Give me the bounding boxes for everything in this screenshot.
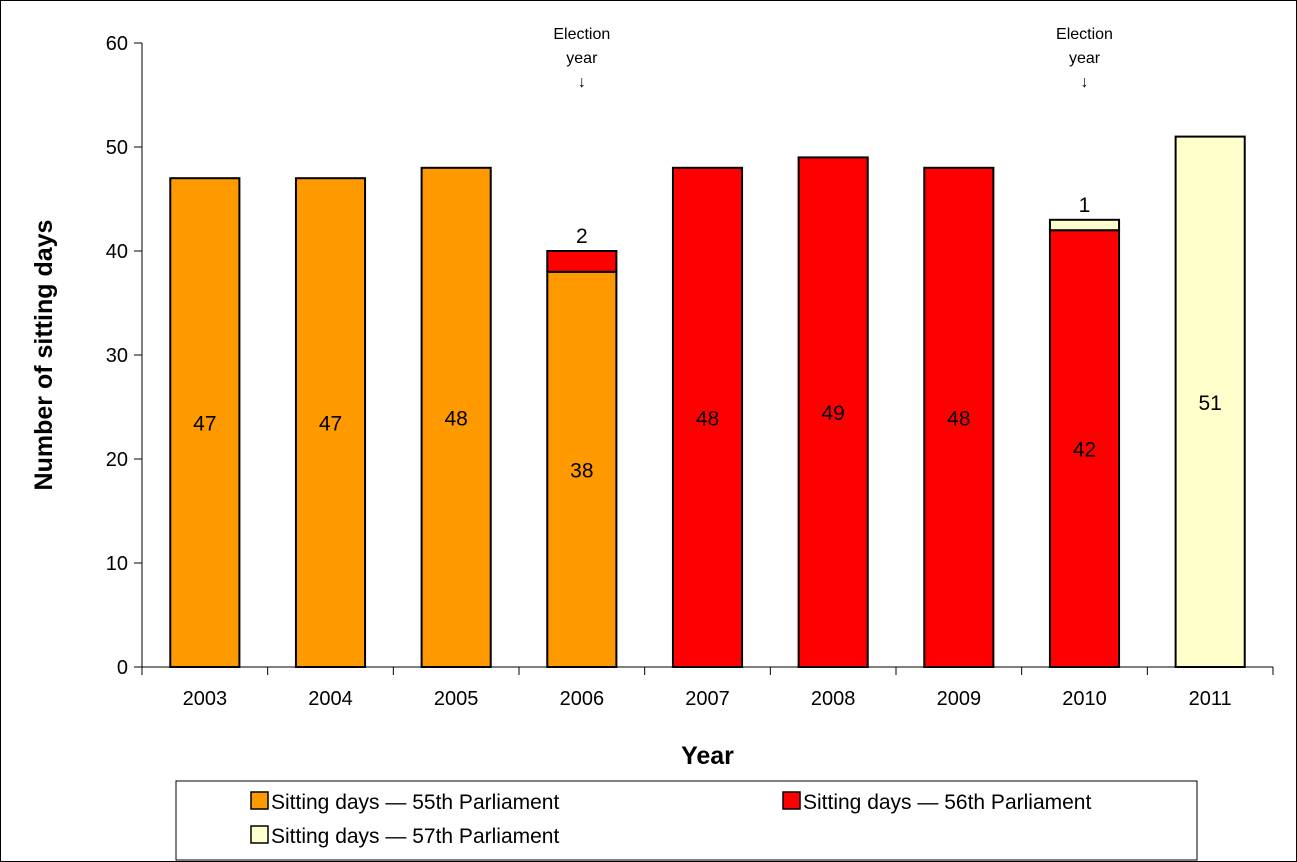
legend-item: Sitting days — 56th Parliament xyxy=(782,791,1091,814)
y-tick-label: 40 xyxy=(106,241,128,263)
annotation-line: ↓ xyxy=(578,74,586,91)
bar-segment xyxy=(797,156,869,668)
legend: Sitting days — 55th Parliament Sitting da… xyxy=(175,780,1198,861)
annotations: Election year ↓ Election year ↓ xyxy=(553,26,1113,91)
data-label: 47 xyxy=(193,413,216,436)
data-label: 47 xyxy=(319,413,342,436)
bar-segment xyxy=(1048,218,1121,232)
y-tick-label: 0 xyxy=(117,657,128,679)
legend-box xyxy=(175,780,1198,861)
y-tick-label: 60 xyxy=(106,33,128,55)
y-tick-label: 10 xyxy=(106,553,128,575)
election-year-annotation: Election year ↓ xyxy=(1056,26,1113,91)
bar-segment xyxy=(294,177,367,668)
axes xyxy=(141,43,1273,668)
x-axis-ticks: 2003 2004 2005 2006 2007 2008 2009 2010 2011 xyxy=(141,667,1274,710)
bar-segment xyxy=(671,166,744,669)
data-label: 49 xyxy=(821,402,844,425)
legend-item: Sitting days — 57th Parliament xyxy=(250,825,559,848)
x-tick-label: 2009 xyxy=(937,688,982,710)
bars: 47 47 48 38 2 48 49 48 42 1 51 xyxy=(169,135,1246,669)
x-tick-label: 2008 xyxy=(811,688,856,710)
bar-segment xyxy=(923,166,995,669)
legend-swatch xyxy=(250,791,269,810)
annotation-line: Election xyxy=(1056,26,1113,43)
data-label: 1 xyxy=(1079,194,1091,217)
bar-segment xyxy=(546,250,618,273)
data-label: 48 xyxy=(444,407,467,430)
legend-swatch xyxy=(250,825,269,844)
x-tick-label: 2003 xyxy=(183,688,228,710)
y-axis-title: Number of sitting days xyxy=(30,220,58,491)
legend-label: Sitting days — 55th Parliament xyxy=(271,791,559,814)
annotation-line: year xyxy=(566,50,598,67)
y-tick-label: 20 xyxy=(106,449,128,471)
x-tick-label: 2010 xyxy=(1062,688,1107,710)
x-axis-title: Year xyxy=(681,742,734,770)
legend-label: Sitting days — 56th Parliament xyxy=(803,791,1091,814)
legend-label: Sitting days — 57th Parliament xyxy=(271,825,559,848)
y-axis-ticks: 0 10 20 30 40 50 60 xyxy=(106,33,142,679)
x-tick-label: 2005 xyxy=(434,688,479,710)
annotation-line: ↓ xyxy=(1081,74,1089,91)
annotation-line: Election xyxy=(553,26,610,43)
y-tick-label: 50 xyxy=(106,137,128,159)
x-tick-label: 2007 xyxy=(685,688,730,710)
annotation-line: year xyxy=(1069,50,1101,67)
x-tick-label: 2006 xyxy=(560,688,605,710)
data-label: 2 xyxy=(576,225,588,248)
data-label: 51 xyxy=(1198,392,1221,415)
election-year-annotation: Election year ↓ xyxy=(553,26,610,91)
bar-segment xyxy=(546,270,618,668)
bar-segment xyxy=(420,166,492,669)
data-label: 48 xyxy=(947,407,970,430)
y-tick-label: 30 xyxy=(106,345,128,367)
bar-segment xyxy=(1174,135,1246,669)
data-label: 38 xyxy=(570,459,593,482)
legend-item: Sitting days — 55th Parliament xyxy=(250,791,559,814)
data-label: 42 xyxy=(1073,439,1096,462)
x-tick-label: 2004 xyxy=(308,688,353,710)
legend-swatch xyxy=(782,791,801,810)
data-label: 48 xyxy=(696,407,719,430)
bar-segment xyxy=(1048,229,1121,668)
x-tick-label: 2011 xyxy=(1189,688,1232,710)
